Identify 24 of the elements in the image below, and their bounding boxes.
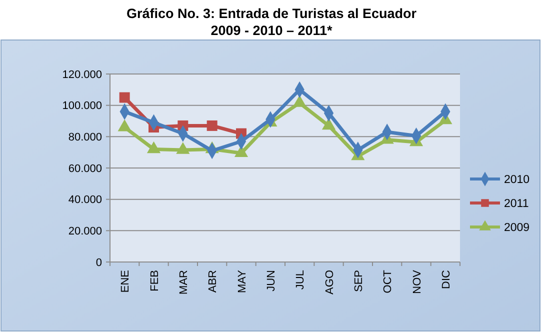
- legend-label: 2010: [504, 174, 530, 186]
- x-tick-label: JUL: [294, 270, 307, 290]
- x-tick-label: DIC: [440, 270, 452, 289]
- x-tick-label: NOV: [411, 269, 424, 294]
- x-tick-label: AGO: [324, 270, 336, 294]
- y-tick-label: 60.000: [68, 162, 102, 175]
- x-tick-label: JUN: [265, 270, 278, 292]
- chart-subtitle: 2009 - 2010 – 2011*: [210, 23, 334, 38]
- x-tick-label: ENE: [120, 270, 132, 293]
- x-tick-label: MAR: [178, 270, 190, 294]
- legend-label: 2009: [504, 222, 530, 234]
- y-tick-label: 120.000: [62, 68, 102, 81]
- x-tick-label: MAY: [236, 269, 248, 294]
- chart-title: Gráfico No. 3: Entrada de Turistas al Ecuador: [126, 6, 418, 21]
- y-tick-label: 0: [96, 256, 102, 269]
- legend-label: 2011: [504, 198, 529, 210]
- x-tick-label: ABR: [207, 270, 220, 293]
- x-tick-label: OCT: [382, 270, 394, 294]
- y-tick-label: 100.000: [62, 100, 102, 112]
- x-tick-label: FEB: [148, 270, 161, 292]
- y-tick-label: 40.000: [68, 194, 102, 206]
- y-tick-label: 80.000: [68, 132, 102, 144]
- y-tick-label: 20.000: [68, 226, 102, 238]
- x-tick-label: SEP: [352, 270, 365, 292]
